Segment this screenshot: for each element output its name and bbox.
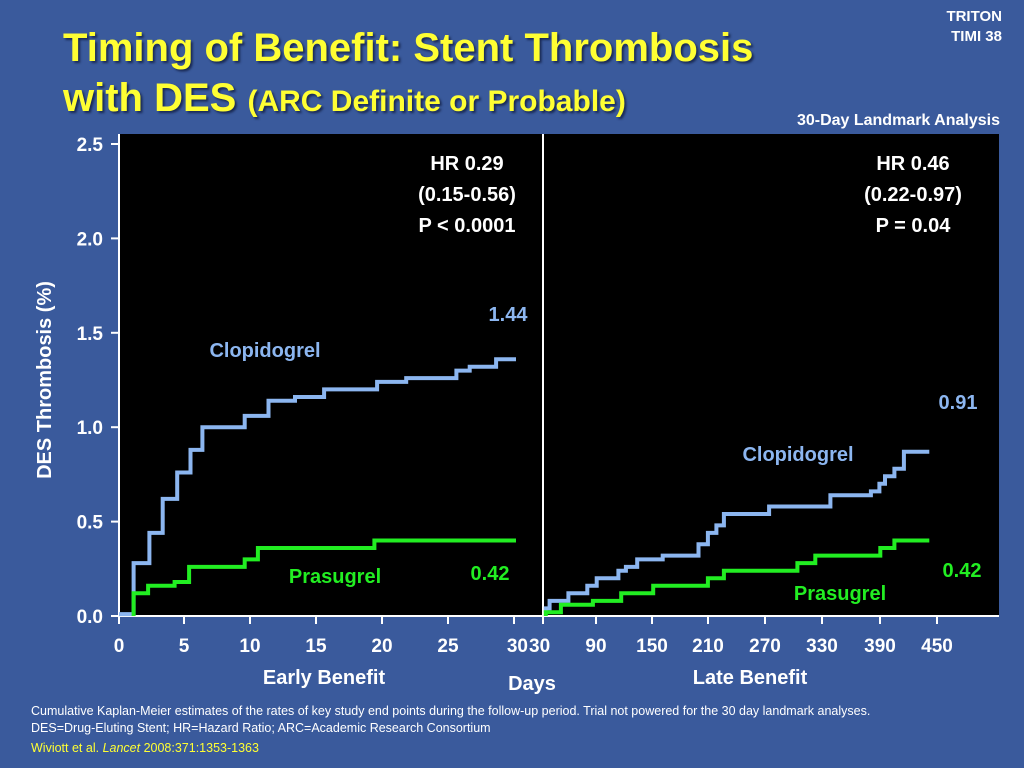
hr-annotation: P = 0.04 (876, 215, 952, 237)
footnote: Cumulative Kaplan-Meier estimates of the… (31, 703, 870, 737)
citation-authors: Wiviott et al. (31, 741, 100, 755)
y-tick-label: 2.0 (77, 229, 103, 250)
x-tick-label: 25 (437, 636, 459, 657)
title-main: Timing of Benefit: Stent Thrombosis (63, 26, 754, 70)
x-tick-label: 15 (305, 636, 327, 657)
footnote-line2: DES=Drug-Eluting Stent; HR=Hazard Ratio;… (31, 721, 491, 735)
x-axis-label: Days (508, 673, 556, 695)
badge-line1: TRITON (946, 8, 1002, 25)
series-line-prasugrel (543, 538, 930, 616)
y-tick-label: 1.5 (77, 324, 104, 345)
hr-annotation: HR 0.46 (876, 153, 949, 175)
series-label-clopidogrel: Clopidogrel (209, 340, 320, 362)
x-tick-label: 30 (529, 636, 550, 657)
x-tick-label: 270 (749, 636, 781, 657)
y-tick-label: 0.5 (77, 513, 104, 534)
series-line-prasugrel (131, 538, 516, 616)
series-label-prasugrel: Prasugrel (794, 583, 886, 605)
x-tick-label: 390 (864, 636, 896, 657)
x-tick-label: 150 (636, 636, 668, 657)
y-axis-label: DES Thrombosis (%) (34, 281, 56, 479)
page-title: Timing of Benefit: Stent Thrombosis (63, 28, 753, 68)
y-tick-label: 0.0 (77, 607, 103, 628)
landmark-label: 30-Day Landmark Analysis (796, 112, 1000, 129)
x-tick-label: 5 (179, 636, 190, 657)
y-tick-label: 1.0 (77, 418, 103, 439)
panel-label: Late Benefit (693, 667, 808, 689)
page-title-line2: with DES (ARC Definite or Probable) (63, 78, 626, 118)
y-tick-label: 2.5 (77, 135, 104, 156)
end-value-label: 0.91 (939, 392, 978, 414)
hr-annotation: (0.22-0.97) (864, 184, 962, 206)
trial-badge: TRITON TIMI 38 (946, 7, 1002, 47)
citation: Wiviott et al. Lancet 2008:371:1353-1363 (31, 741, 259, 755)
x-tick-label: 210 (692, 636, 724, 657)
title-subtitle: (ARC Definite or Probable) (247, 85, 626, 118)
hr-annotation: HR 0.29 (430, 153, 503, 175)
badge-line2: TIMI 38 (951, 28, 1002, 45)
x-tick-label: 450 (921, 636, 953, 657)
series-line-clopidogrel (119, 357, 516, 617)
series-line-clopidogrel (543, 449, 930, 613)
end-value-label: 0.42 (943, 560, 982, 582)
footnote-line1: Cumulative Kaplan-Meier estimates of the… (31, 704, 871, 718)
citation-ref: 2008:371:1353-1363 (143, 741, 259, 755)
x-tick-label: 30 (507, 636, 528, 657)
x-tick-label: 90 (585, 636, 606, 657)
hr-annotation: P < 0.0001 (419, 215, 516, 237)
citation-journal: Lancet (102, 741, 141, 755)
hr-annotation: (0.15-0.56) (418, 184, 516, 206)
x-tick-label: 20 (371, 636, 392, 657)
series-label-clopidogrel: Clopidogrel (742, 444, 853, 466)
title-line2: with DES (63, 76, 237, 120)
end-value-label: 0.42 (471, 563, 510, 585)
series-label-prasugrel: Prasugrel (289, 566, 381, 588)
x-tick-label: 10 (239, 636, 260, 657)
plot-area (119, 134, 999, 616)
end-value-label: 1.44 (489, 304, 529, 326)
x-tick-label: 0 (114, 636, 125, 657)
x-tick-label: 330 (806, 636, 838, 657)
panel-label: Early Benefit (263, 667, 386, 689)
